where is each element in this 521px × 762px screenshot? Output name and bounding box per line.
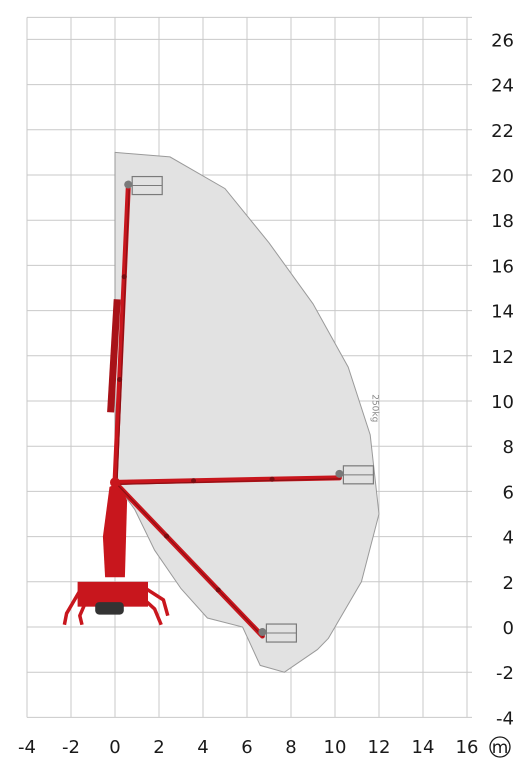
working-envelope bbox=[114, 151, 380, 673]
y-tick-label: -4 bbox=[496, 708, 514, 729]
y-tick-label: 8 bbox=[503, 437, 514, 458]
boom-arm-edge bbox=[116, 189, 130, 485]
boom-max-outreach bbox=[112, 465, 374, 485]
unit-circle-icon bbox=[489, 736, 511, 758]
y-tick-label: 2 bbox=[503, 573, 514, 594]
pivot-hub bbox=[110, 477, 120, 488]
spider-lift bbox=[62, 175, 374, 643]
telescopic-section bbox=[107, 299, 121, 413]
y-tick-label: 26 bbox=[491, 30, 514, 51]
y-tick-label: 12 bbox=[491, 347, 514, 368]
x-tick-label: 6 bbox=[241, 737, 252, 758]
x-tick-label: 4 bbox=[197, 737, 208, 758]
y-tick-label: 0 bbox=[503, 618, 514, 639]
unit-label: m bbox=[492, 738, 509, 758]
x-tick-label: 8 bbox=[285, 737, 296, 758]
y-tick-label: 10 bbox=[491, 392, 514, 413]
outrigger-leg bbox=[135, 591, 163, 626]
operator-icon bbox=[335, 469, 344, 478]
x-tick-label: 16 bbox=[456, 737, 479, 758]
x-tick-label: 10 bbox=[324, 737, 347, 758]
boom-joint bbox=[164, 533, 170, 539]
boom-joint bbox=[269, 476, 275, 482]
boom-joint bbox=[121, 274, 127, 280]
y-tick-label: 24 bbox=[491, 76, 514, 97]
y-tick-label: 22 bbox=[491, 121, 514, 142]
boom-arm bbox=[112, 186, 131, 485]
y-tick-label: 14 bbox=[491, 302, 514, 323]
x-tick-label: 0 bbox=[109, 737, 120, 758]
y-tick-label: 6 bbox=[503, 482, 514, 503]
y-tick-label: 4 bbox=[503, 528, 514, 549]
y-tick-label: 16 bbox=[491, 256, 514, 277]
boom-arm-edge bbox=[116, 483, 264, 638]
operator-icon bbox=[258, 628, 267, 637]
operator-icon bbox=[124, 180, 133, 189]
x-tick-label: -4 bbox=[18, 737, 36, 758]
boom-max-height bbox=[112, 175, 163, 485]
x-tick-label: 12 bbox=[368, 737, 391, 758]
basket-max-outreach bbox=[335, 465, 374, 485]
boom-low-reach bbox=[112, 479, 297, 643]
basket-max-height bbox=[124, 175, 163, 196]
basket-low-reach bbox=[258, 623, 297, 643]
y-tick-label: -2 bbox=[496, 663, 514, 684]
crawler-track bbox=[95, 602, 124, 615]
boom-arm bbox=[112, 475, 342, 485]
load-capacity-label: 250kg bbox=[369, 394, 379, 422]
x-axis-ticks: -4 -2 0 2 4 6 8 10 12 14 16 bbox=[18, 737, 478, 758]
outrigger-leg bbox=[62, 589, 82, 626]
boom-joint bbox=[117, 377, 123, 383]
turret-column bbox=[102, 482, 128, 578]
boom-joint bbox=[215, 587, 221, 593]
outrigger-leg bbox=[144, 587, 170, 617]
y-tick-label: 18 bbox=[491, 211, 514, 232]
boom-arm-edge bbox=[116, 478, 341, 485]
boom-joint bbox=[191, 478, 197, 484]
outrigger-leg bbox=[78, 594, 91, 626]
x-tick-label: 14 bbox=[412, 737, 435, 758]
x-tick-label: 2 bbox=[153, 737, 164, 758]
y-tick-label: 20 bbox=[491, 166, 514, 187]
x-tick-label: -2 bbox=[62, 737, 80, 758]
